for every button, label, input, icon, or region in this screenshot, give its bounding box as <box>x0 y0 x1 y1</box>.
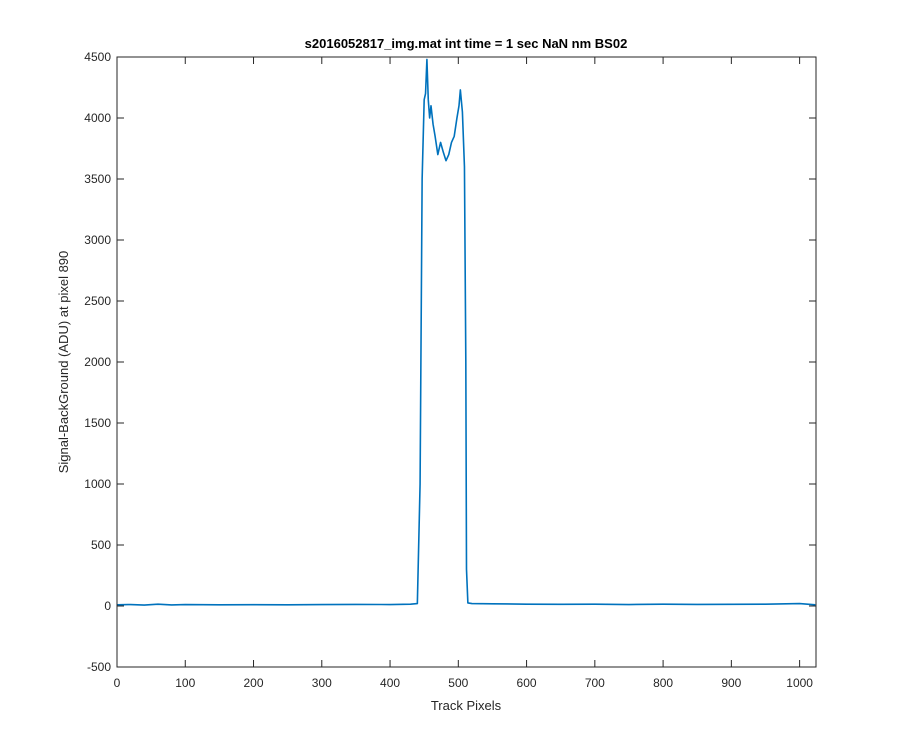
y-tick-label: 1000 <box>84 477 111 491</box>
x-tick-label: 800 <box>653 676 673 690</box>
y-tick-label: 4000 <box>84 111 111 125</box>
x-axis-label: Track Pixels <box>431 698 502 713</box>
ticks-layer: 0 100 200 300 400 500 600 700 800 900 1000-5000500… <box>84 50 816 690</box>
x-tick-label: 0 <box>114 676 121 690</box>
x-tick-label: 900 <box>721 676 741 690</box>
y-tick-label: 2500 <box>84 294 111 308</box>
y-tick-label: 0 <box>104 599 111 613</box>
x-tick-label: 600 <box>517 676 537 690</box>
y-tick-label: 1500 <box>84 416 111 430</box>
y-tick-label: -500 <box>87 660 111 674</box>
y-tick-label: 4500 <box>84 50 111 64</box>
x-tick-label: 400 <box>380 676 400 690</box>
x-tick-label: 500 <box>448 676 468 690</box>
y-tick-label: 500 <box>91 538 111 552</box>
y-tick-label: 3000 <box>84 233 111 247</box>
series-line-0 <box>116 58 816 606</box>
x-tick-label: 300 <box>312 676 332 690</box>
x-tick-label: 100 <box>175 676 195 690</box>
chart-title: s2016052817_img.mat int time = 1 sec NaN… <box>305 36 628 51</box>
x-tick-label: 700 <box>585 676 605 690</box>
x-tick-label: 1000 <box>786 676 813 690</box>
y-tick-label: 3500 <box>84 172 111 186</box>
x-tick-label: 200 <box>244 676 264 690</box>
series-layer <box>116 58 816 606</box>
y-tick-label: 2000 <box>84 355 111 369</box>
y-axis-label: Signal-BackGround (ADU) at pixel 890 <box>56 251 71 474</box>
